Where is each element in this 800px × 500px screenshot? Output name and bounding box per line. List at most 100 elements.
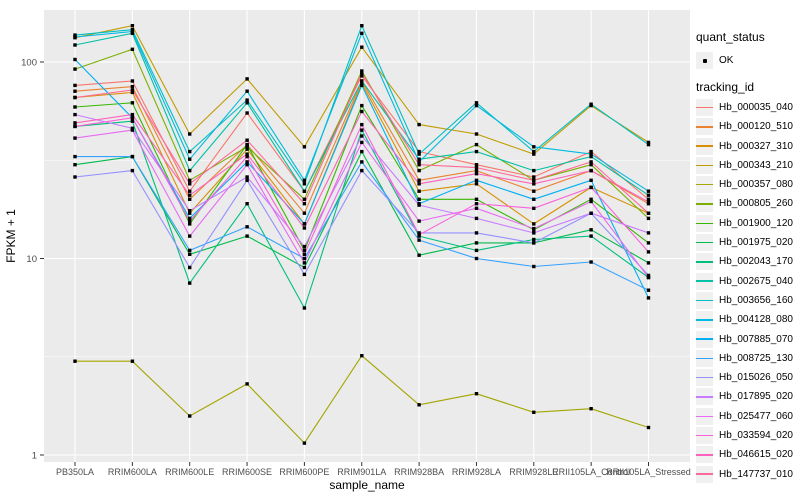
- data-point: [417, 152, 421, 156]
- data-point: [245, 225, 249, 229]
- data-point: [130, 31, 135, 35]
- x-axis-title: sample_name: [329, 478, 405, 492]
- data-point: [302, 306, 307, 310]
- data-point: [417, 163, 421, 167]
- data-point: [188, 209, 192, 213]
- legend-key-swatch: [696, 253, 713, 271]
- data-point: [646, 275, 651, 280]
- data-point: [474, 165, 479, 170]
- legend-item-Hb_000343_210: Hb_000343_210: [696, 156, 800, 174]
- data-point: [589, 102, 593, 106]
- data-point: [589, 228, 593, 232]
- legend-item-Hb_017895_020: Hb_017895_020: [696, 388, 800, 406]
- x-tick-label: RRII105LA_Control: [552, 467, 630, 477]
- series-line-swatch-icon: [696, 376, 713, 379]
- data-point: [646, 231, 651, 235]
- data-point: [417, 233, 421, 237]
- data-point: [302, 441, 307, 445]
- y-tick-label: 10: [26, 254, 37, 265]
- data-point: [417, 189, 421, 193]
- data-point: [245, 178, 249, 182]
- data-point: [532, 222, 536, 226]
- data-point: [245, 152, 249, 156]
- data-point: [589, 160, 593, 164]
- data-point: [188, 168, 192, 173]
- data-point: [245, 234, 249, 238]
- data-point: [646, 241, 651, 245]
- data-point: [646, 261, 651, 265]
- data-point: [360, 79, 364, 83]
- y-tick-label: 100: [21, 58, 37, 69]
- data-point: [302, 261, 307, 265]
- data-point: [130, 79, 135, 83]
- legend-key-swatch: [696, 349, 713, 367]
- data-point: [360, 83, 364, 88]
- data-point: [130, 126, 135, 130]
- data-point: [245, 163, 249, 167]
- y-axis-title: FPKM + 1: [4, 209, 18, 263]
- legend-key-swatch: [696, 369, 713, 387]
- legend-item-label: Hb_147737_010: [719, 468, 793, 480]
- data-point: [532, 168, 536, 173]
- data-point: [245, 98, 249, 102]
- data-point: [417, 403, 421, 407]
- legend-key-swatch: [696, 156, 713, 174]
- legend-key-swatch: [696, 272, 713, 290]
- data-point: [589, 152, 593, 156]
- legend: quant_status OK tracking_id Hb_000035_04…: [696, 30, 800, 485]
- data-point: [130, 154, 135, 159]
- legend-key-swatch: [696, 446, 713, 464]
- data-point: [302, 145, 307, 149]
- legend-item-Hb_147737_010: Hb_147737_010: [696, 465, 800, 483]
- data-point: [188, 234, 192, 238]
- data-point: [360, 71, 364, 75]
- data-point: [73, 67, 77, 71]
- data-point: [130, 47, 135, 51]
- legend-key-swatch: [696, 427, 713, 445]
- data-point: [646, 202, 651, 206]
- series-line-swatch-icon: [696, 299, 713, 302]
- legend-key-swatch: [696, 234, 713, 252]
- data-point: [188, 197, 192, 201]
- data-point: [188, 211, 192, 215]
- legend-item-Hb_001900_120: Hb_001900_120: [696, 214, 800, 232]
- data-point: [474, 149, 479, 154]
- data-point: [360, 134, 364, 138]
- data-point: [302, 256, 307, 261]
- data-point: [360, 69, 364, 73]
- x-tick-label: PB350LA: [56, 467, 94, 477]
- data-point: [474, 172, 479, 176]
- plot-area: 1 10 100 PB350LA RRIM600LA RRIM600LE RRIM600SE…: [4, 10, 691, 492]
- data-point: [302, 272, 307, 277]
- data-point: [532, 410, 536, 414]
- data-point: [188, 193, 192, 197]
- legend-item-Hb_033594_020: Hb_033594_020: [696, 427, 800, 445]
- series-line-swatch-icon: [696, 203, 713, 205]
- data-point: [245, 175, 249, 179]
- data-point: [417, 238, 421, 242]
- data-point: [302, 248, 307, 253]
- data-point: [130, 101, 135, 105]
- data-point: [646, 296, 651, 300]
- data-point: [302, 226, 307, 230]
- data-point: [245, 202, 249, 206]
- legend-item-label: Hb_000327_310: [719, 140, 793, 152]
- data-point: [245, 147, 249, 151]
- legend-item-Hb_002043_170: Hb_002043_170: [696, 253, 800, 271]
- legend-tracking-items: Hb_000035_040 Hb_000120_510 Hb_000327_31…: [696, 99, 800, 483]
- data-point: [130, 90, 135, 95]
- legend-item-Hb_000805_260: Hb_000805_260: [696, 195, 800, 213]
- legend-item-label: Hb_000343_210: [719, 159, 793, 171]
- data-point: [532, 145, 536, 149]
- data-point: [73, 35, 77, 39]
- data-point: [474, 256, 479, 261]
- legend-item-label: Hb_000357_080: [719, 179, 793, 191]
- data-point: [73, 121, 77, 125]
- x-tick-label: RRIM600LA: [108, 467, 157, 477]
- legend-item-Hb_007885_070: Hb_007885_070: [696, 330, 800, 348]
- data-point: [474, 392, 479, 396]
- series-line-swatch-icon: [696, 106, 713, 109]
- legend-key-swatch: [696, 118, 713, 136]
- data-point: [360, 149, 364, 154]
- y-tick-label: 1: [32, 451, 37, 462]
